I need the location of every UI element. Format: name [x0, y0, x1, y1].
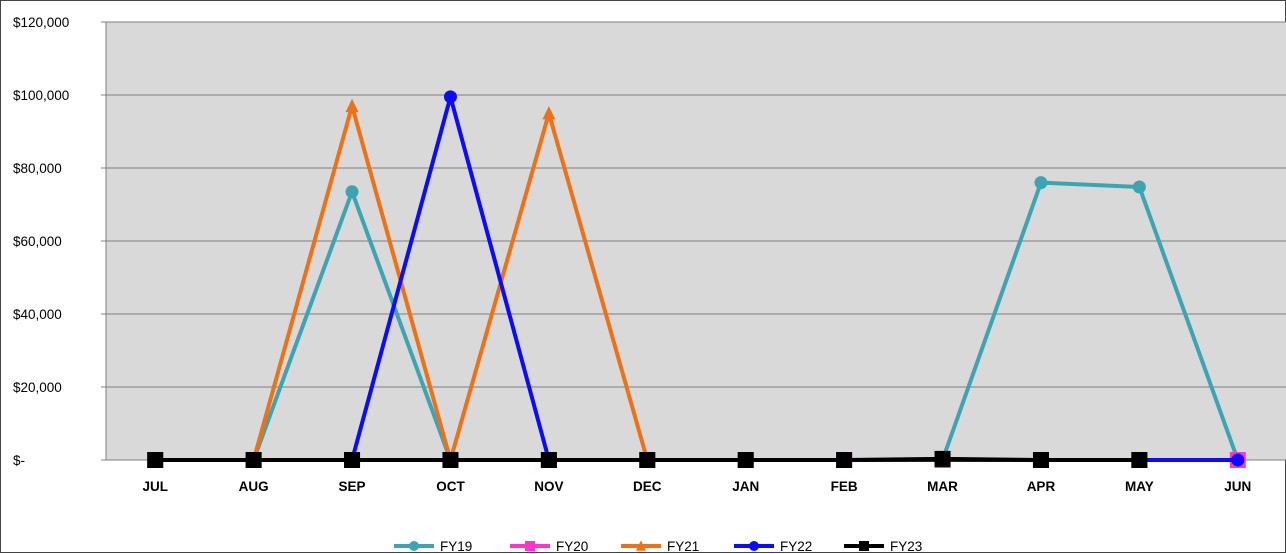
data-point: [1231, 453, 1245, 467]
legend-label: FY23: [890, 539, 922, 554]
x-tick-label: MAR: [927, 479, 958, 494]
legend-marker: [749, 541, 759, 551]
data-point: [1034, 176, 1048, 190]
data-point: [542, 106, 556, 120]
legend: FY19 FY20 FY21 FY22 FY23: [394, 539, 922, 554]
x-tick-label: JUN: [1224, 479, 1251, 494]
legend-marker: [859, 541, 869, 551]
legend-label: FY22: [780, 539, 812, 554]
y-tick-label: $80,000: [13, 161, 62, 176]
data-point: [540, 452, 557, 468]
data-point: [1032, 452, 1049, 468]
data-point: [639, 452, 656, 468]
series-layer: [147, 90, 1246, 468]
y-tick-label: $20,000: [13, 380, 62, 395]
x-tick-label: SEP: [339, 479, 366, 494]
data-point: [442, 452, 459, 468]
series-fy23: [147, 450, 1148, 468]
data-point: [344, 452, 361, 468]
data-point: [345, 185, 359, 199]
data-point: [934, 450, 951, 467]
y-tick-label: $-: [13, 453, 25, 468]
data-point: [147, 452, 164, 468]
y-axis-ticks: $- $20,000 $40,000 $60,000 $80,000 $100,000 $1…: [13, 15, 106, 468]
x-tick-label: APR: [1027, 479, 1056, 494]
y-tick-label: $100,000: [13, 88, 69, 103]
legend-marker: [525, 541, 535, 551]
x-tick-label: OCT: [436, 479, 465, 494]
x-axis-ticks: JUL AUG SEP OCT NOV DEC JAN FEB MAR APR MAY JUN: [142, 479, 1251, 494]
data-point: [443, 90, 457, 104]
data-point: [836, 452, 853, 468]
legend-label: FY20: [556, 539, 588, 554]
x-tick-label: MAY: [1125, 479, 1154, 494]
data-point: [1131, 452, 1148, 468]
x-tick-label: JUL: [142, 479, 168, 494]
x-tick-label: JAN: [732, 479, 759, 494]
data-point: [1132, 180, 1146, 194]
legend-label: FY19: [440, 539, 472, 554]
y-tick-label: $40,000: [13, 307, 62, 322]
y-tick-label: $60,000: [13, 234, 62, 249]
x-tick-label: FEB: [831, 479, 858, 494]
data-point: [245, 452, 262, 468]
x-tick-label: DEC: [633, 479, 662, 494]
legend-marker: [409, 541, 419, 551]
data-point: [737, 452, 754, 468]
data-point: [345, 98, 359, 113]
legend-label: FY21: [667, 539, 699, 554]
x-tick-label: AUG: [239, 479, 269, 494]
legend-marker: [636, 540, 646, 551]
x-tick-label: NOV: [534, 479, 563, 494]
y-tick-label: $120,000: [13, 15, 69, 30]
